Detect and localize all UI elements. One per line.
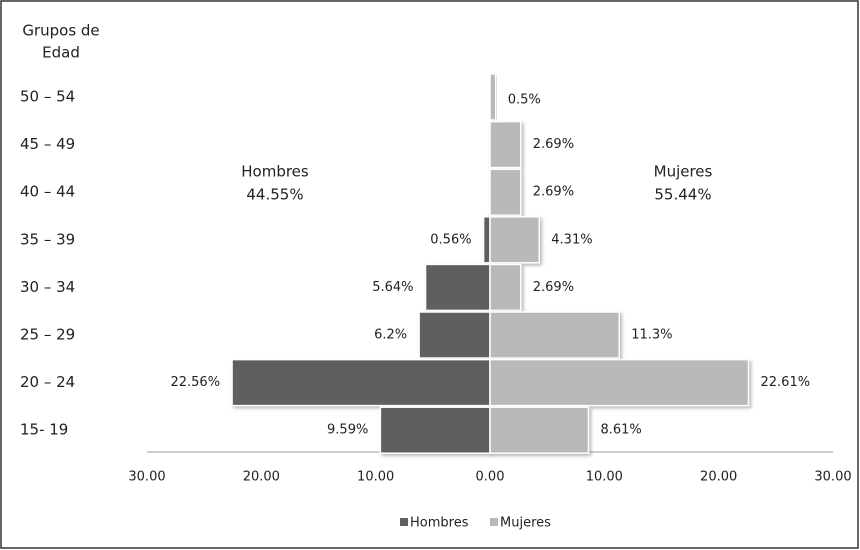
- data-label: 6.2%: [374, 328, 407, 343]
- legend-label: Mujeres: [500, 516, 551, 531]
- annotation: Hombres: [241, 163, 309, 181]
- legend-swatch: [490, 518, 498, 526]
- bar: [418, 311, 491, 359]
- bar: [482, 216, 491, 264]
- y-axis-title: Edad: [42, 44, 80, 62]
- data-label: 4.31%: [551, 232, 592, 247]
- x-tick-label: 30.00: [814, 470, 851, 485]
- data-label: 9.59%: [327, 423, 368, 438]
- data-label: 5.64%: [372, 280, 413, 295]
- x-tick-label: 10.00: [357, 470, 394, 485]
- bar: [489, 263, 522, 312]
- annotation: Mujeres: [654, 163, 713, 181]
- y-tick-label: 15- 19: [20, 421, 68, 439]
- bar: [489, 73, 497, 121]
- y-axis-title: Grupos de: [22, 22, 99, 40]
- legend-label: Hombres: [410, 516, 469, 531]
- x-tick-label: 20.00: [243, 470, 280, 485]
- bar: [424, 263, 491, 312]
- annotation: 44.55%: [246, 186, 303, 204]
- bar: [489, 358, 750, 407]
- x-tick-label: 20.00: [700, 470, 737, 485]
- y-tick-label: 40 – 44: [20, 183, 75, 201]
- data-label: 2.69%: [533, 280, 574, 295]
- bar: [489, 168, 522, 216]
- data-label: 0.5%: [508, 93, 541, 108]
- data-label: 11.3%: [631, 328, 672, 343]
- y-tick-label: 30 – 34: [20, 278, 75, 296]
- data-label: 2.69%: [533, 185, 574, 200]
- bar: [489, 120, 522, 169]
- data-label: 22.56%: [170, 375, 220, 390]
- bar: [489, 311, 620, 359]
- y-tick-label: 25 – 29: [20, 326, 75, 344]
- y-tick-label: 45 – 49: [20, 135, 75, 153]
- data-label: 8.61%: [600, 423, 641, 438]
- bar: [379, 406, 491, 454]
- data-label: 22.61%: [761, 375, 811, 390]
- y-tick-label: 50 – 54: [20, 88, 75, 106]
- data-label: 2.69%: [533, 137, 574, 152]
- bar: [231, 358, 491, 407]
- bar: [489, 216, 541, 264]
- annotation: 55.44%: [654, 186, 711, 204]
- x-tick-label: 0.00: [476, 470, 505, 485]
- data-label: 0.56%: [430, 232, 471, 247]
- bar: [489, 406, 590, 454]
- x-tick-label: 30.00: [128, 470, 165, 485]
- x-tick-label: 10.00: [586, 470, 623, 485]
- y-tick-label: 20 – 24: [20, 373, 75, 391]
- legend-swatch: [400, 518, 408, 526]
- y-tick-label: 35 – 39: [20, 230, 75, 248]
